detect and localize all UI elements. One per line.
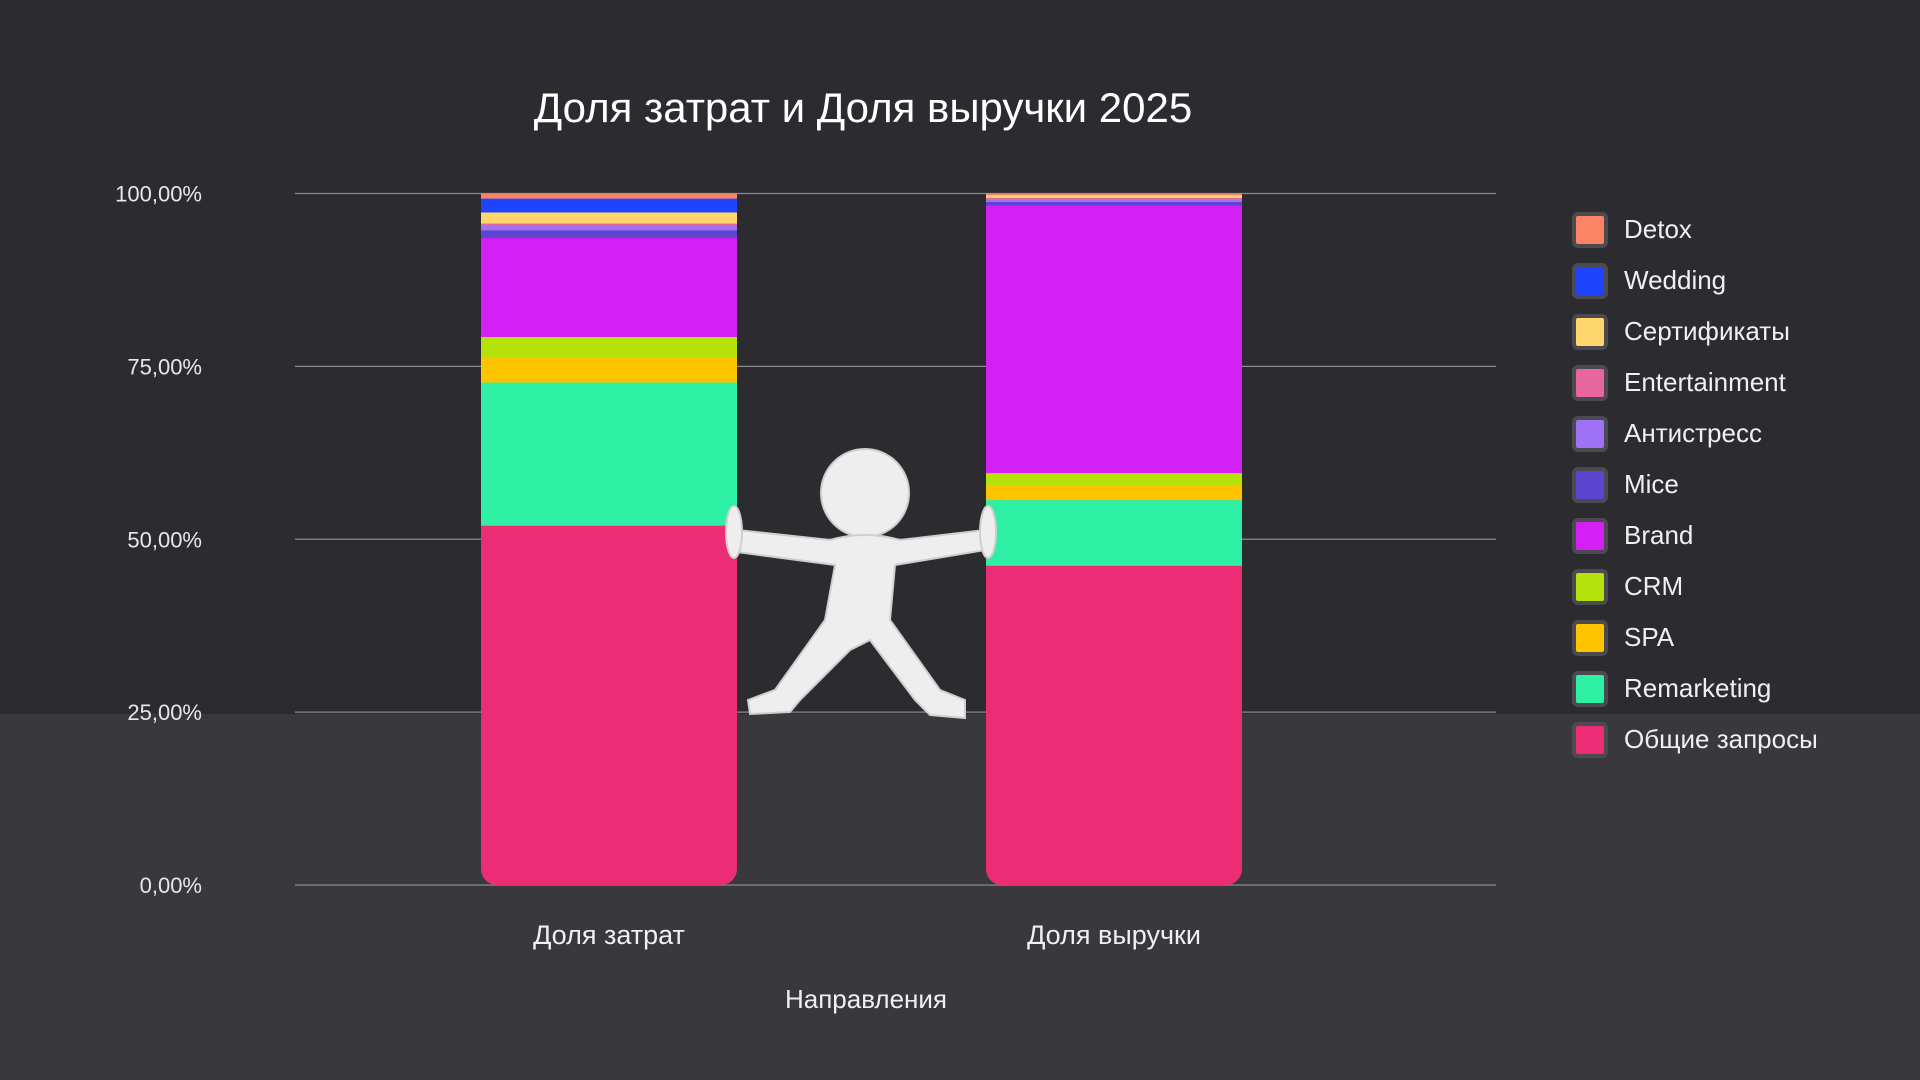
bar-segment (986, 472, 1242, 486)
bar-segment (481, 198, 737, 213)
bar-segment (481, 225, 737, 231)
bar-segment (481, 237, 737, 337)
legend-label: Detox (1624, 214, 1692, 244)
bar-segment (986, 194, 1242, 198)
bar-segment (481, 357, 737, 383)
legend-swatch (1572, 211, 1608, 248)
y-tick-label: 50,00% (127, 527, 202, 552)
bar-segment (481, 223, 737, 226)
y-tick-label: 100,00% (115, 182, 202, 207)
legend-swatch (1572, 568, 1608, 605)
x-tick-label: Доля выручки (1027, 920, 1201, 950)
legend-item: Mice (1572, 459, 1818, 510)
legend: Detox Wedding Сертификаты Entertainment Анти… (1572, 204, 1818, 765)
legend-swatch (1572, 619, 1608, 656)
legend-label: SPA (1624, 622, 1675, 652)
legend-label: Entertainment (1624, 367, 1786, 397)
bar-segment (986, 485, 1242, 501)
figure-body (736, 528, 986, 720)
background-band (0, 714, 1920, 1080)
bar-segment (986, 193, 1242, 196)
legend-item: Wedding (1572, 255, 1818, 306)
legend-swatch (1572, 670, 1608, 707)
bar-segment (986, 197, 1242, 201)
legend-swatch (1572, 517, 1608, 554)
bar-stack-1 (986, 193, 1242, 885)
figure-right-hand (979, 505, 997, 559)
legend-item: Remarketing (1572, 663, 1818, 714)
legend-item: Brand (1572, 510, 1818, 561)
legend-swatch (1572, 415, 1608, 452)
chart-title: Доля затрат и Доля выручки 2025 (533, 84, 1193, 131)
y-tick-label: 0,00% (140, 873, 202, 898)
bar-segment (481, 525, 737, 885)
legend-label: Remarketing (1624, 673, 1772, 703)
legend-item: Сертификаты (1572, 306, 1818, 357)
legend-label: Антистресс (1624, 418, 1762, 448)
x-tick-label: Доля затрат (533, 920, 685, 950)
x-axis-title: Направления (785, 984, 947, 1014)
legend-label: Mice (1624, 469, 1679, 499)
bar-segment (481, 382, 737, 526)
bar-segment (986, 199, 1242, 203)
legend-item: Общие запросы (1572, 714, 1818, 765)
figure-left-hand (725, 505, 743, 559)
legend-item: Антистресс (1572, 408, 1818, 459)
bar-segment (986, 201, 1242, 206)
legend-swatch (1572, 721, 1608, 758)
bar-segment (986, 565, 1242, 885)
legend-swatch (1572, 364, 1608, 401)
bar-segment (986, 499, 1242, 566)
figure-head (820, 448, 910, 538)
bar-segment (481, 230, 737, 239)
legend-label: Сертификаты (1624, 316, 1790, 346)
legend-label: Общие запросы (1624, 724, 1818, 754)
legend-swatch (1572, 262, 1608, 299)
bar-segment (481, 212, 737, 224)
legend-label: CRM (1624, 571, 1684, 601)
y-tick-label: 25,00% (127, 700, 202, 725)
legend-item: SPA (1572, 612, 1818, 663)
legend-item: Entertainment (1572, 357, 1818, 408)
legend-item: Detox (1572, 204, 1818, 255)
bar-segment (986, 205, 1242, 474)
bar-stack-0 (481, 193, 737, 885)
figure-illustration (725, 448, 997, 720)
bar-segment (481, 336, 737, 358)
bar-segment (481, 193, 737, 199)
legend-label: Wedding (1624, 265, 1727, 295)
legend-item: CRM (1572, 561, 1818, 612)
legend-swatch (1572, 466, 1608, 503)
legend-swatch (1572, 313, 1608, 350)
legend-label: Brand (1624, 520, 1694, 550)
y-tick-label: 75,00% (127, 354, 202, 379)
